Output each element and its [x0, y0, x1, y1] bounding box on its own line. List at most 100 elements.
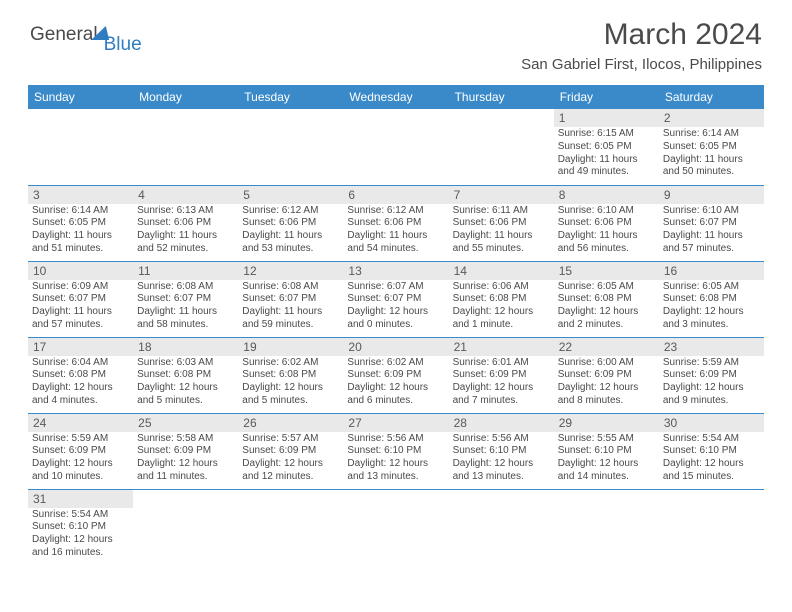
calendar-cell: [133, 489, 238, 565]
day-number: 21: [449, 338, 554, 356]
calendar-cell: 30Sunrise: 5:54 AMSunset: 6:10 PMDayligh…: [659, 413, 764, 489]
calendar-cell: 27Sunrise: 5:56 AMSunset: 6:10 PMDayligh…: [343, 413, 448, 489]
calendar-cell: 1Sunrise: 6:15 AMSunset: 6:05 PMDaylight…: [554, 109, 659, 185]
calendar-cell: 4Sunrise: 6:13 AMSunset: 6:06 PMDaylight…: [133, 185, 238, 261]
calendar-head: SundayMondayTuesdayWednesdayThursdayFrid…: [28, 85, 764, 109]
day-info: Sunrise: 6:06 AMSunset: 6:08 PMDaylight:…: [449, 281, 554, 332]
calendar-cell: 2Sunrise: 6:14 AMSunset: 6:05 PMDaylight…: [659, 109, 764, 185]
day-info: Sunrise: 6:09 AMSunset: 6:07 PMDaylight:…: [28, 281, 133, 332]
day-number: 3: [28, 186, 133, 204]
calendar-cell: 10Sunrise: 6:09 AMSunset: 6:07 PMDayligh…: [28, 261, 133, 337]
day-info: Sunrise: 6:10 AMSunset: 6:07 PMDaylight:…: [659, 205, 764, 256]
day-number: 19: [238, 338, 343, 356]
day-info: Sunrise: 6:08 AMSunset: 6:07 PMDaylight:…: [133, 281, 238, 332]
day-number: 22: [554, 338, 659, 356]
day-info: Sunrise: 6:05 AMSunset: 6:08 PMDaylight:…: [659, 281, 764, 332]
calendar-week-row: 10Sunrise: 6:09 AMSunset: 6:07 PMDayligh…: [28, 261, 764, 337]
calendar-cell: 5Sunrise: 6:12 AMSunset: 6:06 PMDaylight…: [238, 185, 343, 261]
day-info: Sunrise: 6:00 AMSunset: 6:09 PMDaylight:…: [554, 357, 659, 408]
calendar-cell: [238, 109, 343, 185]
weekday-header: Saturday: [659, 85, 764, 109]
calendar-cell: 6Sunrise: 6:12 AMSunset: 6:06 PMDaylight…: [343, 185, 448, 261]
location-text: San Gabriel First, Ilocos, Philippines: [521, 56, 762, 73]
calendar-cell: 14Sunrise: 6:06 AMSunset: 6:08 PMDayligh…: [449, 261, 554, 337]
day-info: Sunrise: 5:56 AMSunset: 6:10 PMDaylight:…: [343, 433, 448, 484]
logo: General Blue: [30, 24, 152, 46]
day-number: 10: [28, 262, 133, 280]
day-number: 29: [554, 414, 659, 432]
day-number: 24: [28, 414, 133, 432]
calendar-body: 1Sunrise: 6:15 AMSunset: 6:05 PMDaylight…: [28, 109, 764, 565]
day-number: 7: [449, 186, 554, 204]
day-number: 28: [449, 414, 554, 432]
day-info: Sunrise: 6:01 AMSunset: 6:09 PMDaylight:…: [449, 357, 554, 408]
day-info: Sunrise: 6:11 AMSunset: 6:06 PMDaylight:…: [449, 205, 554, 256]
calendar-cell: 19Sunrise: 6:02 AMSunset: 6:08 PMDayligh…: [238, 337, 343, 413]
month-title: March 2024: [521, 18, 762, 52]
calendar-cell: 18Sunrise: 6:03 AMSunset: 6:08 PMDayligh…: [133, 337, 238, 413]
calendar-week-row: 24Sunrise: 5:59 AMSunset: 6:09 PMDayligh…: [28, 413, 764, 489]
day-info: Sunrise: 6:07 AMSunset: 6:07 PMDaylight:…: [343, 281, 448, 332]
weekday-row: SundayMondayTuesdayWednesdayThursdayFrid…: [28, 85, 764, 109]
day-number: 1: [554, 109, 659, 127]
calendar-week-row: 1Sunrise: 6:15 AMSunset: 6:05 PMDaylight…: [28, 109, 764, 185]
day-number: 11: [133, 262, 238, 280]
day-info: Sunrise: 5:54 AMSunset: 6:10 PMDaylight:…: [28, 509, 133, 560]
day-number: 2: [659, 109, 764, 127]
day-info: Sunrise: 6:02 AMSunset: 6:08 PMDaylight:…: [238, 357, 343, 408]
day-info: Sunrise: 6:04 AMSunset: 6:08 PMDaylight:…: [28, 357, 133, 408]
calendar-cell: 11Sunrise: 6:08 AMSunset: 6:07 PMDayligh…: [133, 261, 238, 337]
calendar-cell: 29Sunrise: 5:55 AMSunset: 6:10 PMDayligh…: [554, 413, 659, 489]
logo-text-general: General: [30, 24, 98, 46]
day-info: Sunrise: 6:03 AMSunset: 6:08 PMDaylight:…: [133, 357, 238, 408]
calendar-cell: [449, 109, 554, 185]
day-info: Sunrise: 5:54 AMSunset: 6:10 PMDaylight:…: [659, 433, 764, 484]
weekday-header: Monday: [133, 85, 238, 109]
calendar-cell: [238, 489, 343, 565]
calendar-cell: 7Sunrise: 6:11 AMSunset: 6:06 PMDaylight…: [449, 185, 554, 261]
calendar-week-row: 3Sunrise: 6:14 AMSunset: 6:05 PMDaylight…: [28, 185, 764, 261]
day-number: 25: [133, 414, 238, 432]
weekday-header: Tuesday: [238, 85, 343, 109]
day-number: 14: [449, 262, 554, 280]
calendar-cell: 24Sunrise: 5:59 AMSunset: 6:09 PMDayligh…: [28, 413, 133, 489]
calendar-cell: 25Sunrise: 5:58 AMSunset: 6:09 PMDayligh…: [133, 413, 238, 489]
day-info: Sunrise: 5:57 AMSunset: 6:09 PMDaylight:…: [238, 433, 343, 484]
day-number: 30: [659, 414, 764, 432]
calendar-cell: 13Sunrise: 6:07 AMSunset: 6:07 PMDayligh…: [343, 261, 448, 337]
weekday-header: Wednesday: [343, 85, 448, 109]
day-number: 31: [28, 490, 133, 508]
day-info: Sunrise: 5:56 AMSunset: 6:10 PMDaylight:…: [449, 433, 554, 484]
calendar-cell: 20Sunrise: 6:02 AMSunset: 6:09 PMDayligh…: [343, 337, 448, 413]
logo-text-blue: Blue: [104, 34, 142, 56]
day-number: 16: [659, 262, 764, 280]
day-number: 20: [343, 338, 448, 356]
day-number: 26: [238, 414, 343, 432]
day-info: Sunrise: 6:15 AMSunset: 6:05 PMDaylight:…: [554, 128, 659, 179]
calendar-week-row: 31Sunrise: 5:54 AMSunset: 6:10 PMDayligh…: [28, 489, 764, 565]
calendar-cell: 17Sunrise: 6:04 AMSunset: 6:08 PMDayligh…: [28, 337, 133, 413]
day-info: Sunrise: 6:14 AMSunset: 6:05 PMDaylight:…: [659, 128, 764, 179]
title-block: March 2024 San Gabriel First, Ilocos, Ph…: [521, 18, 762, 73]
weekday-header: Friday: [554, 85, 659, 109]
day-info: Sunrise: 6:08 AMSunset: 6:07 PMDaylight:…: [238, 281, 343, 332]
day-number: 8: [554, 186, 659, 204]
day-number: 27: [343, 414, 448, 432]
calendar-cell: 28Sunrise: 5:56 AMSunset: 6:10 PMDayligh…: [449, 413, 554, 489]
day-info: Sunrise: 6:05 AMSunset: 6:08 PMDaylight:…: [554, 281, 659, 332]
day-info: Sunrise: 5:58 AMSunset: 6:09 PMDaylight:…: [133, 433, 238, 484]
calendar-cell: 23Sunrise: 5:59 AMSunset: 6:09 PMDayligh…: [659, 337, 764, 413]
header: General Blue March 2024 San Gabriel Firs…: [0, 0, 792, 73]
day-number: 15: [554, 262, 659, 280]
calendar-week-row: 17Sunrise: 6:04 AMSunset: 6:08 PMDayligh…: [28, 337, 764, 413]
calendar-cell: [343, 489, 448, 565]
weekday-header: Thursday: [449, 85, 554, 109]
calendar-cell: [659, 489, 764, 565]
calendar-cell: 26Sunrise: 5:57 AMSunset: 6:09 PMDayligh…: [238, 413, 343, 489]
day-info: Sunrise: 6:13 AMSunset: 6:06 PMDaylight:…: [133, 205, 238, 256]
day-info: Sunrise: 6:12 AMSunset: 6:06 PMDaylight:…: [238, 205, 343, 256]
calendar-cell: 15Sunrise: 6:05 AMSunset: 6:08 PMDayligh…: [554, 261, 659, 337]
calendar-table: SundayMondayTuesdayWednesdayThursdayFrid…: [28, 85, 764, 565]
calendar-cell: 21Sunrise: 6:01 AMSunset: 6:09 PMDayligh…: [449, 337, 554, 413]
day-number: 18: [133, 338, 238, 356]
